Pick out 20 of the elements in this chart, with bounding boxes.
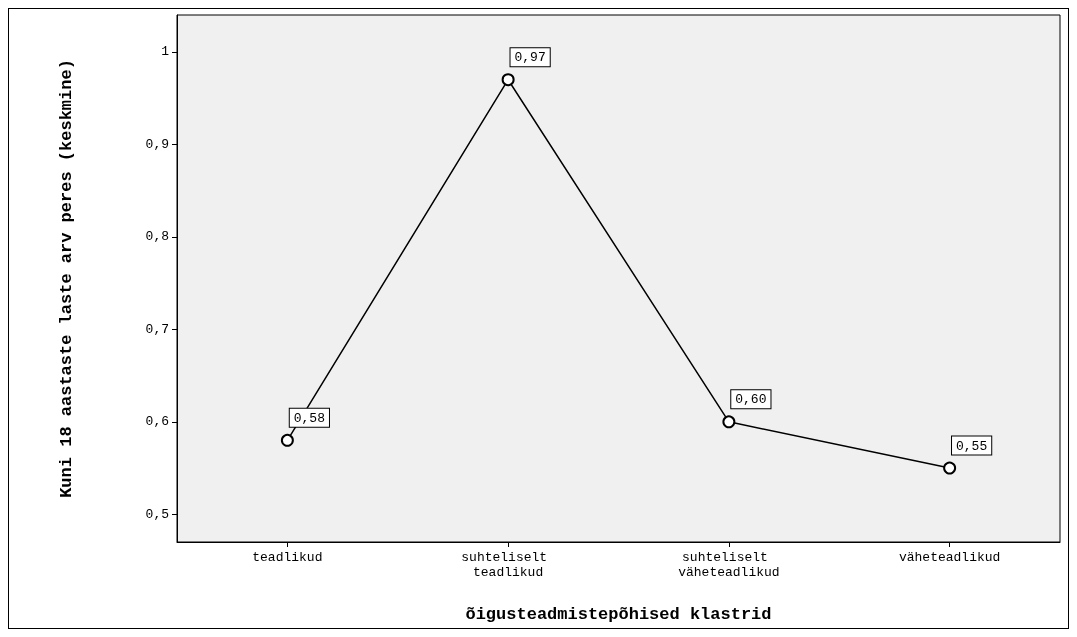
point bbox=[280, 433, 294, 447]
x-tick-label: suhteliselt väheteadlikud bbox=[678, 550, 780, 580]
y-tick-label: 1 bbox=[161, 44, 170, 60]
point bbox=[501, 73, 515, 87]
y-tick-label: 0,9 bbox=[145, 136, 169, 152]
point bbox=[722, 415, 736, 429]
data-label: 0,58 bbox=[293, 410, 325, 426]
y-tick-label: 0,5 bbox=[145, 506, 169, 522]
y-tick-label: 0,7 bbox=[145, 321, 169, 337]
data-label: 0,55 bbox=[956, 438, 988, 454]
y-tick-label: 0,6 bbox=[145, 414, 169, 430]
y-axis-title: Kuni 18 aastaste laste arv peres (keskmine) bbox=[56, 59, 76, 498]
data-label: 0,60 bbox=[735, 392, 767, 408]
x-axis-title: õigusteadmistepõhised klastrid bbox=[465, 605, 772, 624]
x-tick-label: teadlikud bbox=[252, 550, 323, 565]
x-tick-label: suhteliselt teadlikud bbox=[461, 550, 555, 580]
point bbox=[943, 461, 957, 475]
y-tick-label: 0,8 bbox=[145, 229, 169, 245]
data-label: 0,97 bbox=[514, 50, 546, 66]
x-tick-label: väheteadlikud bbox=[898, 550, 1001, 565]
